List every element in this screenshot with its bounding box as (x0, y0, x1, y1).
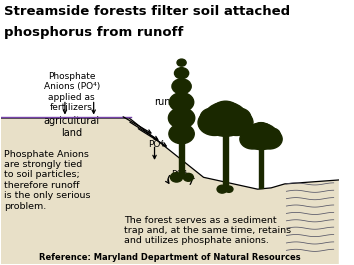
Circle shape (169, 124, 194, 144)
Circle shape (170, 93, 194, 112)
Circle shape (177, 59, 186, 66)
Text: PO⁴: PO⁴ (171, 170, 187, 179)
Text: agricultural
land: agricultural land (44, 116, 100, 138)
Circle shape (227, 108, 251, 127)
Bar (259, 146, 263, 188)
Circle shape (244, 123, 278, 150)
Text: phosphorus from runoff: phosphorus from runoff (4, 26, 183, 39)
Circle shape (257, 129, 282, 149)
Text: Phosphate
Anions (PO⁴)
applied as
fertilizers: Phosphate Anions (PO⁴) applied as fertil… (44, 72, 100, 112)
Circle shape (200, 108, 224, 127)
Circle shape (240, 129, 265, 149)
Circle shape (172, 79, 191, 94)
Text: Streamside forests filter soil attached: Streamside forests filter soil attached (4, 5, 290, 18)
Circle shape (175, 68, 189, 79)
Circle shape (225, 186, 233, 192)
Circle shape (198, 110, 231, 135)
Circle shape (211, 101, 240, 123)
Text: Phosphate Anions
are strongly tied
to soil particles;
therefore runoff
is the on: Phosphate Anions are strongly tied to so… (4, 150, 91, 211)
Circle shape (204, 102, 247, 136)
Circle shape (250, 123, 272, 140)
Text: The forest serves as a sediment
trap and, at the same time, retains
and utilizes: The forest serves as a sediment trap and… (124, 215, 291, 245)
Circle shape (241, 128, 260, 142)
Text: runoff: runoff (155, 97, 184, 107)
Circle shape (217, 185, 227, 193)
Circle shape (220, 110, 253, 135)
Text: Reference: Maryland Department of Natural Resources: Reference: Maryland Department of Natura… (39, 253, 301, 262)
Text: PO⁴: PO⁴ (148, 140, 164, 149)
Circle shape (170, 173, 183, 182)
Polygon shape (1, 118, 339, 264)
Bar (179, 105, 184, 177)
Circle shape (183, 173, 193, 181)
Circle shape (169, 108, 195, 128)
Bar (223, 131, 228, 189)
Circle shape (262, 128, 280, 142)
